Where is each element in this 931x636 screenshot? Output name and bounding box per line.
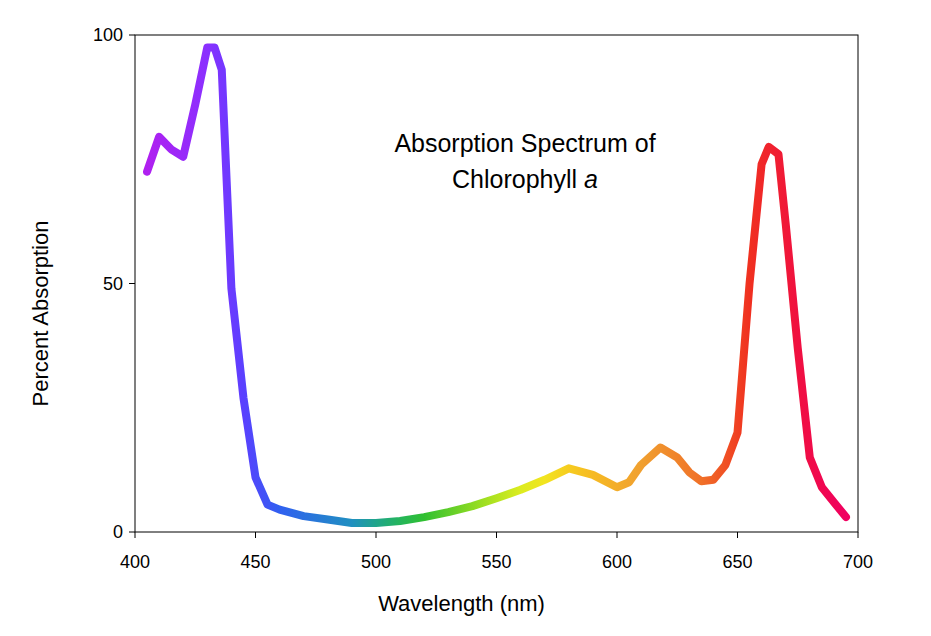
x-tick (858, 532, 859, 538)
x-tick-label: 400 (120, 552, 150, 572)
y-tick (129, 283, 135, 284)
y-tick-label: 0 (113, 522, 123, 542)
x-tick-label: 700 (843, 552, 873, 572)
x-tick (135, 532, 136, 538)
x-tick-label: 450 (240, 552, 270, 572)
x-tick (496, 532, 497, 538)
chart-title: Absorption Spectrum of (394, 129, 655, 157)
x-tick-label: 650 (722, 552, 752, 572)
y-tick-label: 50 (103, 274, 123, 294)
x-tick-label: 600 (602, 552, 632, 572)
plot-area (147, 47, 846, 523)
x-tick (376, 532, 377, 538)
plot-frame (135, 35, 858, 532)
x-tick-label: 550 (481, 552, 511, 572)
y-axis-label: Percent Absorption (28, 221, 53, 407)
chart: 400 450 500 550 600 650 700 0 50 100 Wavelength (n… (0, 0, 931, 636)
y-tick (129, 532, 135, 533)
spectrum-line (147, 47, 846, 523)
y-tick (129, 35, 135, 36)
x-tick (617, 532, 618, 538)
x-tick (255, 532, 256, 538)
y-tick-label: 100 (93, 25, 123, 45)
x-tick-label: 500 (361, 552, 391, 572)
chart-title: Chlorophyll a (452, 165, 598, 193)
x-tick (737, 532, 738, 538)
x-axis-label: Wavelength (nm) (378, 591, 545, 616)
